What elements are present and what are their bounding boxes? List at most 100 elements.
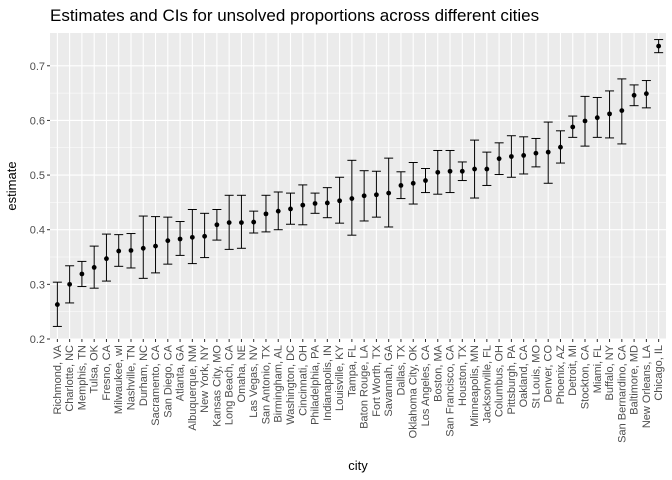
data-point-group bbox=[494, 142, 504, 176]
x-tick-label: New York, NY bbox=[199, 344, 211, 413]
estimate-point bbox=[643, 91, 649, 97]
estimate-point bbox=[631, 92, 637, 98]
data-point-group bbox=[641, 80, 651, 109]
x-tick-label: Houston, TX bbox=[457, 344, 469, 406]
estimate-point bbox=[153, 243, 158, 249]
estimate-point bbox=[508, 154, 514, 159]
estimate-point bbox=[656, 43, 662, 49]
estimate-point bbox=[398, 183, 404, 188]
x-tick-label: Jacksonville, FL bbox=[481, 345, 493, 423]
chart-title: Estimates and CIs for unsolved proportio… bbox=[50, 6, 540, 25]
estimate-point bbox=[288, 206, 293, 212]
data-point-group bbox=[396, 171, 406, 200]
data-point-group bbox=[286, 192, 296, 225]
estimate-point bbox=[386, 190, 392, 196]
estimate-point bbox=[582, 118, 588, 124]
estimate-point bbox=[189, 234, 195, 240]
x-tick-label: Sacramento, CA bbox=[150, 344, 162, 425]
x-tick-label: San Bernardino, CA bbox=[616, 344, 628, 442]
x-tick-label: Kansas City, MO bbox=[211, 345, 223, 427]
x-tick-label: Los Angeles, CA bbox=[420, 344, 432, 426]
x-tick-label: Chicago, IL bbox=[653, 345, 665, 401]
estimate-point bbox=[423, 178, 428, 183]
data-point-group bbox=[200, 212, 210, 259]
estimate-point bbox=[312, 201, 318, 206]
data-point-group bbox=[384, 157, 394, 228]
x-tick-label: Stockton, CA bbox=[580, 344, 592, 409]
data-point-group bbox=[531, 137, 541, 168]
estimate-point bbox=[79, 271, 85, 277]
estimate-point bbox=[533, 150, 539, 156]
x-tick-label: Nashville, TN bbox=[125, 345, 137, 410]
estimate-point bbox=[349, 196, 355, 201]
estimate-point bbox=[607, 111, 612, 117]
data-point-group bbox=[212, 208, 222, 241]
estimate-point bbox=[226, 220, 232, 226]
x-tick-label: Detroit, MI bbox=[567, 345, 579, 396]
estimate-point bbox=[202, 233, 208, 239]
data-point-group bbox=[236, 194, 246, 249]
data-point-group bbox=[273, 191, 283, 231]
x-tick-label: Miami, FL bbox=[592, 345, 604, 393]
x-tick-label: Baton Rouge, LA bbox=[359, 344, 371, 428]
y-tick-label: 0.4 bbox=[30, 225, 45, 237]
x-tick-label: San Antonio, TX bbox=[260, 344, 272, 424]
data-point-group bbox=[629, 84, 639, 107]
x-tick-label: Washington, DC bbox=[285, 345, 297, 425]
x-tick-label: Dallas, TX bbox=[395, 344, 407, 395]
data-point-group bbox=[224, 194, 234, 250]
x-tick-label: Buffalo, NY bbox=[604, 344, 616, 400]
estimate-point bbox=[324, 200, 330, 206]
x-tick-label: Omaha, NE bbox=[236, 345, 248, 402]
data-point-group bbox=[555, 130, 565, 164]
estimate-point bbox=[619, 108, 625, 113]
data-point-group bbox=[654, 39, 664, 54]
estimate-point bbox=[263, 211, 269, 217]
data-point-group bbox=[580, 95, 590, 147]
data-point-group bbox=[506, 135, 516, 178]
x-tick-label: San Diego, CA bbox=[162, 344, 174, 417]
data-point-group bbox=[445, 149, 455, 194]
x-tick-label: Milwaukee, wI bbox=[113, 345, 125, 414]
data-point-group bbox=[175, 221, 185, 256]
estimate-point bbox=[594, 115, 600, 121]
estimate-point bbox=[484, 166, 490, 172]
x-tick-label: Charlotte, NC bbox=[64, 345, 76, 412]
x-tick-label: Tulsa, OK bbox=[89, 344, 101, 393]
estimate-point bbox=[558, 144, 563, 150]
data-point-group bbox=[310, 192, 320, 214]
data-point-group bbox=[420, 168, 430, 194]
y-tick-label: 0.6 bbox=[30, 115, 45, 127]
data-point-group bbox=[298, 184, 308, 226]
estimate-point bbox=[275, 208, 281, 214]
data-point-group bbox=[605, 90, 615, 139]
estimate-point bbox=[91, 265, 97, 270]
x-tick-label: Minneapolis, MN bbox=[469, 345, 481, 427]
estimate-point bbox=[472, 166, 477, 172]
data-point-group bbox=[568, 115, 578, 138]
x-tick-label: Long Beach, CA bbox=[224, 344, 236, 425]
data-point-group bbox=[592, 96, 602, 138]
data-point-group bbox=[89, 245, 99, 289]
x-tick-label: Baltimore, MD bbox=[629, 345, 641, 415]
y-axis-title: estimate bbox=[4, 161, 19, 210]
data-point-group bbox=[65, 265, 75, 304]
estimate-point bbox=[447, 168, 453, 174]
y-tick-label: 0.3 bbox=[30, 279, 45, 291]
data-point-group bbox=[163, 216, 173, 265]
x-tick-label: Indianapolis, IN bbox=[322, 345, 334, 421]
x-tick-label: Birmingham, AL bbox=[273, 345, 285, 423]
x-tick-label: San Francisco, CA bbox=[445, 344, 457, 436]
data-point-group bbox=[359, 170, 369, 222]
estimate-point bbox=[104, 256, 109, 262]
estimate-point bbox=[496, 156, 502, 162]
data-point-group bbox=[114, 234, 124, 267]
x-tick-label: Richmond, VA bbox=[52, 344, 64, 414]
x-tick-label: Boston, MA bbox=[432, 344, 444, 402]
x-tick-label: Durham, NC bbox=[138, 345, 150, 406]
estimate-point bbox=[177, 236, 183, 242]
y-tick-label: 0.5 bbox=[30, 170, 45, 182]
x-tick-label: Cincinnati, OH bbox=[297, 345, 309, 416]
data-point-group bbox=[408, 162, 418, 205]
estimate-point bbox=[521, 153, 527, 158]
